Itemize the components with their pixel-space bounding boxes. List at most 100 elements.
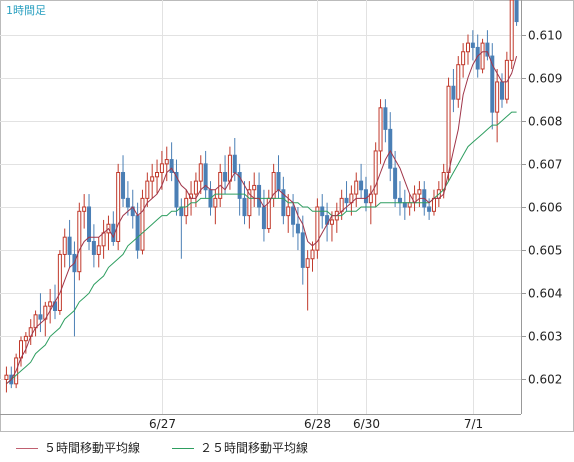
candle xyxy=(490,43,495,130)
candle-body xyxy=(407,202,412,208)
candle xyxy=(286,194,291,233)
candle-body xyxy=(286,206,291,217)
candle xyxy=(174,159,179,216)
candle-body xyxy=(242,197,247,217)
candle-body xyxy=(499,81,505,100)
legend-item-ma5: ５時間移動平均線 xyxy=(16,439,140,456)
candle-body xyxy=(402,202,407,208)
candle-body xyxy=(155,172,160,178)
candle-body xyxy=(329,219,334,225)
candle-body xyxy=(509,0,514,61)
y-tick-label: 0.609 xyxy=(528,72,562,86)
candle-body xyxy=(91,241,96,255)
candle-body xyxy=(257,184,262,208)
candle xyxy=(242,181,247,225)
candle-body xyxy=(359,180,364,191)
candle-body xyxy=(23,335,28,342)
candle-body xyxy=(261,206,266,230)
candle-body xyxy=(67,236,72,255)
candle xyxy=(67,219,72,268)
y-tick-label: 0.605 xyxy=(528,244,562,258)
candle-body xyxy=(417,189,422,195)
candle xyxy=(48,288,53,324)
candle-body xyxy=(305,258,310,268)
candle xyxy=(427,198,432,220)
candle xyxy=(223,155,228,195)
candle-body xyxy=(295,223,300,234)
candle xyxy=(82,194,87,229)
candle xyxy=(315,198,320,259)
candle-body xyxy=(344,197,349,204)
candle-body xyxy=(198,163,203,182)
candle xyxy=(140,189,145,255)
candle xyxy=(213,189,218,225)
ma5-line xyxy=(6,51,518,385)
candle-body xyxy=(490,55,495,113)
candle xyxy=(125,181,130,216)
candle xyxy=(470,30,475,61)
candle xyxy=(305,250,310,311)
candle xyxy=(300,215,305,285)
chart-title: 1時間足 xyxy=(6,4,46,17)
candle xyxy=(495,69,500,143)
y-tick-label: 0.608 xyxy=(528,115,562,129)
candle xyxy=(150,163,155,199)
candle xyxy=(252,172,257,207)
candle xyxy=(257,172,262,216)
candle-body xyxy=(145,180,150,199)
candle-body xyxy=(48,301,53,307)
x-tick-label: 6/30 xyxy=(353,417,380,431)
x-tick-labels: 6/27 6/28 6/30 7/1 xyxy=(149,417,483,431)
candle-body xyxy=(480,42,485,70)
candle-body xyxy=(125,197,130,208)
candle-body xyxy=(446,85,451,173)
candle xyxy=(91,224,96,268)
candle xyxy=(62,228,67,268)
candle-body xyxy=(431,197,436,212)
candle xyxy=(509,0,514,69)
candle-body xyxy=(247,189,252,217)
candle xyxy=(247,181,252,229)
x-tick-label: 7/1 xyxy=(464,417,483,431)
candle-body xyxy=(237,172,242,199)
candle-body xyxy=(373,150,378,195)
candle-body xyxy=(427,206,432,212)
candle-body xyxy=(150,176,155,182)
candle-body xyxy=(135,215,140,251)
candle-body xyxy=(227,154,232,182)
candle xyxy=(480,38,485,74)
candle xyxy=(169,142,174,182)
candle-body xyxy=(213,197,218,208)
candle-body xyxy=(62,236,67,255)
legend-label-ma25: ２５時間移動平均線 xyxy=(200,441,309,455)
candle xyxy=(87,194,92,251)
candle xyxy=(383,99,388,143)
candle-body xyxy=(252,184,257,191)
candle xyxy=(77,202,82,281)
candle-body xyxy=(315,206,320,251)
candle-body xyxy=(193,180,198,195)
candle xyxy=(514,0,519,26)
candle-body xyxy=(57,253,62,311)
candle xyxy=(291,194,296,238)
candle xyxy=(198,155,203,195)
candle-body xyxy=(174,172,179,208)
legend-item-ma25: ２５時間移動平均線 xyxy=(172,439,308,456)
candle-body xyxy=(101,232,106,247)
candle xyxy=(121,155,126,207)
grid xyxy=(0,0,521,414)
candle xyxy=(295,207,300,251)
candle xyxy=(193,172,198,207)
candle-body xyxy=(461,51,466,66)
candle-body xyxy=(223,172,228,182)
y-tick-label: 0.610 xyxy=(528,29,562,43)
candle-body xyxy=(378,107,383,152)
candle-body xyxy=(470,42,475,48)
candle-body xyxy=(33,314,38,329)
candle xyxy=(485,30,490,61)
candle xyxy=(373,142,378,207)
y-tick-label: 0.602 xyxy=(528,373,562,387)
candle-body xyxy=(116,172,121,242)
candle xyxy=(57,250,62,315)
candle-body xyxy=(363,189,368,204)
